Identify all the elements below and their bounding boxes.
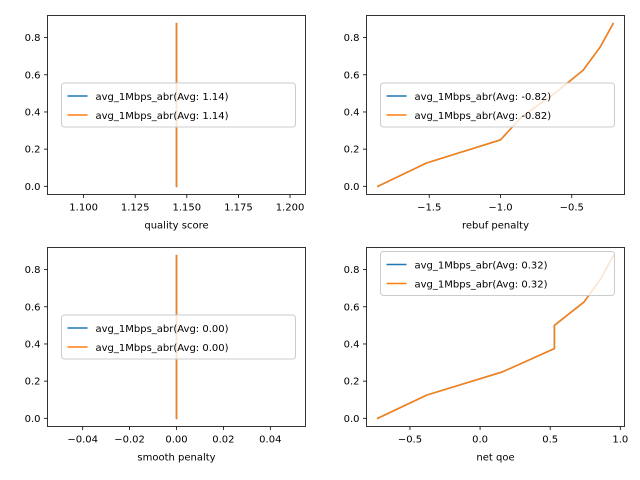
x-tick-label: −0.5 (560, 203, 584, 214)
x-tick-label: −0.02 (114, 435, 145, 446)
x-tick-label: 0.04 (259, 435, 281, 446)
legend-label: avg_1Mbps_abr(Avg: 0.00) (96, 324, 229, 335)
x-tick-label: −0.5 (398, 435, 422, 446)
x-tick-label: 1.125 (121, 203, 150, 214)
subplot-1: 1.100 1.125 1.150 1.175 1.200 0.0 0.2 0.4 0.6 0.8… (25, 15, 306, 232)
legend: avg_1Mbps_abr(Avg: 1.14) avg_1Mbps_abr(Av… (61, 82, 296, 128)
y-tick-label: 0.2 (344, 377, 360, 388)
axes-frame (366, 15, 625, 195)
x-tick-label: 1.200 (276, 203, 305, 214)
legend-label: avg_1Mbps_abr(Avg: 0.00) (96, 343, 229, 354)
legend-label: avg_1Mbps_abr(Avg: -0.82) (415, 92, 552, 103)
y-tick-label: 0.0 (25, 414, 41, 425)
y-tick-label: 0.2 (344, 145, 360, 156)
y-tick-label: 0.8 (25, 33, 41, 44)
x-axis-label: quality score (144, 221, 208, 232)
axes-frame (47, 15, 306, 195)
subplot-4: −0.5 0.0 0.5 1.0 0.0 0.2 0.4 0.6 0.8 net qoe avg_1… (344, 247, 628, 464)
x-tick-label: −0.04 (67, 435, 98, 446)
legend-label: avg_1Mbps_abr(Avg: -0.82) (415, 111, 552, 122)
x-axis-label: rebuf penalty (462, 221, 529, 232)
x-tick-label: 0.02 (212, 435, 234, 446)
y-tick-label: 0.8 (25, 265, 41, 276)
y-tick-label: 0.4 (344, 108, 360, 119)
y-tick-label: 0.6 (344, 302, 360, 313)
subplot-3: −0.04 −0.02 0.00 0.02 0.04 0.0 0.2 0.4 0.6 0.8 smo… (25, 247, 306, 464)
x-axis-label: smooth penalty (137, 453, 215, 464)
x-tick-label: 1.100 (69, 203, 98, 214)
x-tick-label: 0.00 (165, 435, 187, 446)
x-tick-label: −1.5 (417, 203, 441, 214)
legend-label: avg_1Mbps_abr(Avg: 0.32) (415, 280, 548, 291)
legend-label: avg_1Mbps_abr(Avg: 1.14) (96, 111, 229, 122)
legend-box (380, 82, 615, 128)
y-tick-label: 0.2 (25, 145, 41, 156)
x-tick-label: 1.175 (224, 203, 253, 214)
y-tick-label: 0.6 (344, 70, 360, 81)
y-tick-label: 0.0 (344, 182, 360, 193)
y-tick-label: 0.8 (344, 265, 360, 276)
y-tick-label: 0.2 (25, 377, 41, 388)
x-tick-label: 0.0 (472, 435, 488, 446)
x-tick-label: −1.0 (488, 203, 512, 214)
x-axis-label: net qoe (476, 453, 514, 464)
axes-frame (366, 247, 625, 427)
y-tick-label: 0.4 (344, 340, 360, 351)
y-tick-label: 0.4 (25, 108, 41, 119)
y-tick-label: 0.6 (25, 302, 41, 313)
legend-box (380, 251, 615, 296)
y-tick-label: 0.6 (25, 70, 41, 81)
x-tick-label: 1.0 (612, 435, 628, 446)
y-tick-label: 0.4 (25, 340, 41, 351)
legend: avg_1Mbps_abr(Avg: -0.82) avg_1Mbps_abr(A… (380, 82, 615, 128)
legend-box (61, 314, 296, 360)
x-tick-label: 1.150 (172, 203, 201, 214)
legend-label: avg_1Mbps_abr(Avg: 1.14) (96, 92, 229, 103)
y-tick-label: 0.0 (344, 414, 360, 425)
y-tick-label: 0.8 (344, 33, 360, 44)
x-tick-label: 0.5 (542, 435, 558, 446)
legend: avg_1Mbps_abr(Avg: 0.00) avg_1Mbps_abr(Av… (61, 314, 296, 360)
subplot-2: −1.5 −1.0 −0.5 0.0 0.2 0.4 0.6 0.8 rebuf penalty… (344, 15, 625, 232)
legend: avg_1Mbps_abr(Avg: 0.32) avg_1Mbps_abr(Av… (380, 251, 615, 296)
legend-label: avg_1Mbps_abr(Avg: 0.32) (415, 261, 548, 272)
y-tick-label: 0.0 (25, 182, 41, 193)
legend-box (61, 82, 296, 128)
